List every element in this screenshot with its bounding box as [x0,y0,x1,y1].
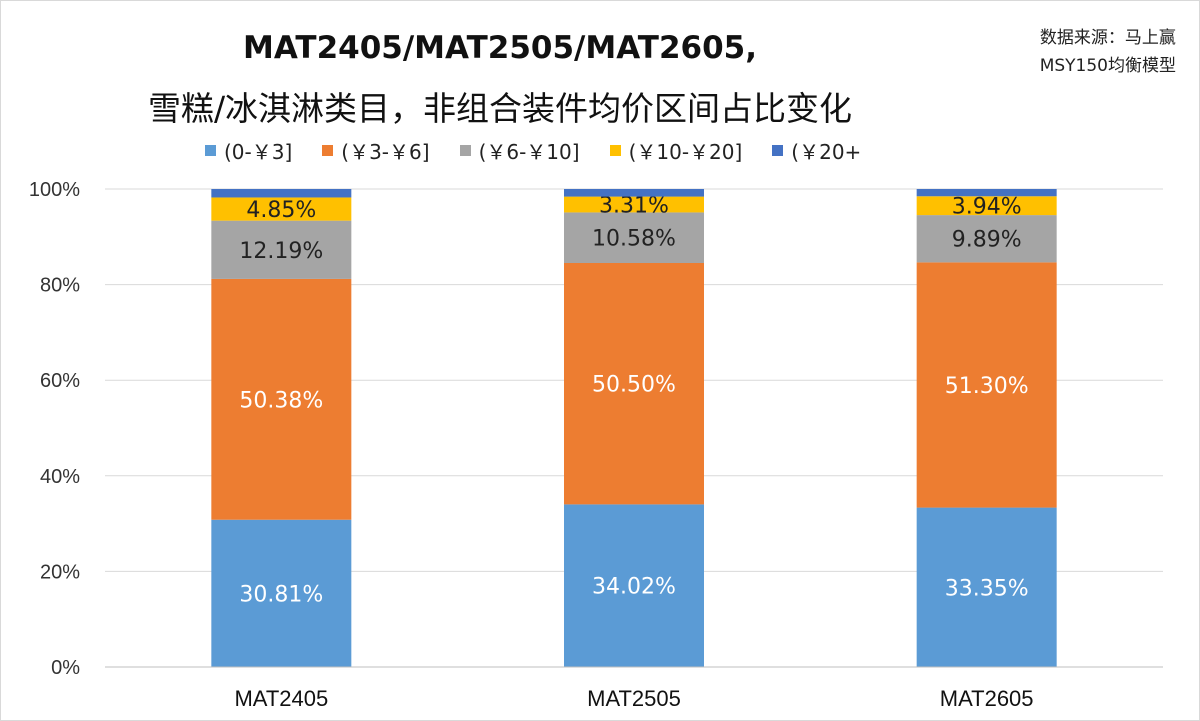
data-source-note: 数据来源：马上赢 MSY150均衡模型 [1040,24,1176,80]
y-tick-label: 40% [40,466,80,488]
bar-segment [211,189,352,198]
legend-swatch [609,145,621,156]
legend-swatch [205,145,216,156]
bar-segment [916,262,1057,508]
legend-item: (￥20+ [772,136,861,165]
data-label: 4.85% [246,198,316,223]
legend-swatch [772,145,784,156]
legend-label: (￥20+ [791,140,862,164]
x-tick-label: MAT2405 [234,686,328,711]
legend-label: (￥10-￥20] [628,140,743,164]
data-label: 34.02% [592,575,676,600]
data-label: 3.94% [952,195,1022,220]
bar-segment [211,197,352,221]
data-label: 30.81% [239,582,323,607]
data-label: 50.50% [592,373,676,398]
x-tick-label: MAT2605 [940,686,1034,711]
bar-segment [564,189,704,197]
data-label: 51.30% [945,374,1029,399]
y-tick-label: 20% [40,561,80,583]
bar-segment [916,189,1057,197]
y-tick-label: 80% [40,275,80,297]
x-tick-label: MAT2505 [587,686,681,711]
bar-segment [916,196,1057,216]
data-label: 10.58% [592,227,676,252]
bar-segment [211,278,352,520]
data-label: 50.38% [239,388,323,413]
bar-segment [564,504,704,667]
chart-title-line-2: 雪糕/冰淇淋类目，非组合装件均价区间占比变化 [147,89,853,128]
source-line-1: 数据来源：马上赢 [1039,28,1176,48]
legend-item: (0-￥3] [205,136,292,165]
bar-segment [564,262,704,505]
data-label: 3.31% [599,194,669,219]
data-label: 9.89% [952,228,1022,253]
bar-segment [564,212,704,263]
legend-label: (￥6-￥10] [478,140,580,164]
chart-legend: (0-￥3] (￥3-￥6] (￥6-￥10] (￥10-￥20] (￥20+ [205,136,861,165]
legend-swatch [459,145,471,156]
legend-item: (￥6-￥10] [459,136,580,165]
data-label: 33.35% [945,576,1029,601]
y-tick-label: 100% [29,179,80,201]
source-line-2: MSY150均衡模型 [1039,56,1176,76]
legend-label: (￥3-￥6] [341,140,430,164]
legend-label: (0-￥3] [224,140,293,164]
chart-title-line-1: MAT2405/MAT2505/MAT2605, [243,30,757,66]
legend-swatch [322,145,334,156]
bar-segment [211,519,352,667]
legend-item: (￥10-￥20] [609,136,743,165]
y-tick-label: 0% [51,657,80,679]
bar-segment [916,507,1057,667]
data-label: 12.19% [239,239,323,264]
legend-item: (￥3-￥6] [322,136,430,165]
bar-segment [211,220,352,279]
y-tick-label: 60% [40,370,80,392]
bar-segment [564,196,704,213]
bar-segment [916,215,1057,263]
